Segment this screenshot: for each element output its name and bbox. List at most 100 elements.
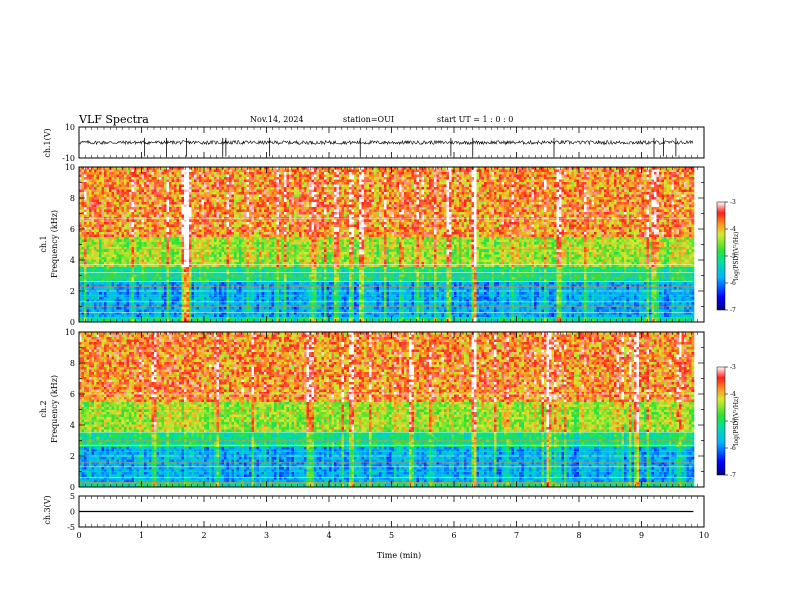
spec1-cell: [139, 252, 142, 255]
spec1-cell: [92, 172, 95, 175]
spec1-cell: [94, 205, 97, 208]
spec1-cell: [92, 227, 95, 230]
spec1-cell: [102, 205, 105, 208]
spec1-cell: [102, 210, 105, 213]
spec1-cell: [99, 287, 102, 290]
spec1-cell: [122, 175, 125, 178]
spec1-cell: [84, 305, 87, 308]
spec1-cell: [122, 192, 125, 195]
spec1-cell: [84, 315, 87, 318]
spec1-cell: [132, 202, 135, 205]
spec1-cell: [92, 237, 95, 240]
spec1-cell: [84, 307, 87, 310]
spec1-cell: [109, 232, 112, 235]
spec1-cell: [124, 200, 127, 203]
spec1-cell: [142, 187, 145, 190]
spec1-cell: [134, 302, 137, 305]
spec1-cell: [94, 207, 97, 210]
spec1-cell: [134, 200, 137, 203]
spec1-cell: [97, 260, 100, 263]
spec1-cell: [117, 302, 120, 305]
spec1-cell: [122, 212, 125, 215]
spec1-cell: [137, 172, 140, 175]
spec1-cell: [129, 277, 132, 280]
spec1-cell: [147, 215, 150, 218]
spec1-cell: [112, 252, 115, 255]
spec1-cell: [119, 230, 122, 233]
spec1-cell: [144, 307, 147, 310]
spec1-cell: [122, 240, 125, 243]
spec1-cell: [129, 245, 132, 248]
spec1-cell: [147, 235, 150, 238]
spec1-cell: [124, 220, 127, 223]
spec1-cell: [129, 180, 132, 183]
spec1-cell: [137, 240, 140, 243]
spec1-cell: [87, 315, 90, 318]
spec1-cell: [104, 235, 107, 238]
spec1-cell: [84, 277, 87, 280]
spec1-cell: [99, 232, 102, 235]
spec1-cell: [87, 205, 90, 208]
spec1-cell: [102, 227, 105, 230]
spec1-cell: [87, 225, 90, 228]
spec1-cell: [147, 285, 150, 288]
spec1-cell: [142, 252, 145, 255]
spec1-cell: [112, 237, 115, 240]
spec1-cell: [129, 177, 132, 180]
spec1-cell: [147, 202, 150, 205]
spec1-cell: [102, 270, 105, 273]
spec1-cell: [137, 307, 140, 310]
spec1-cell: [87, 252, 90, 255]
spec1-cell: [127, 225, 130, 228]
spec1-cell: [142, 205, 145, 208]
spec1-cell: [97, 250, 100, 253]
spec1-cell: [119, 175, 122, 178]
spec1-cell: [89, 195, 92, 198]
spec1-cell: [87, 255, 90, 258]
spec1-cell: [104, 195, 107, 198]
spec1-cell: [112, 205, 115, 208]
spec1-cell: [147, 227, 150, 230]
spec1-cell: [134, 282, 137, 285]
spec1-cell: [92, 212, 95, 215]
spec1-cell: [147, 307, 150, 310]
spec1-cell: [97, 270, 100, 273]
spec1-cell: [99, 205, 102, 208]
spec1-cell: [87, 245, 90, 248]
spec1-cell: [134, 307, 137, 310]
ch1-spectrogram-panel: 0246810: [65, 163, 704, 327]
spec1-cell: [114, 282, 117, 285]
spec1-cell: [99, 227, 102, 230]
spec1-cell: [122, 220, 125, 223]
spec1-cell: [114, 315, 117, 318]
spec1-cell: [97, 255, 100, 258]
spec1-cell: [87, 242, 90, 245]
spec1-cell: [89, 245, 92, 248]
spec1-cell: [89, 282, 92, 285]
spec1-cell: [109, 257, 112, 260]
spec1-cell: [89, 220, 92, 223]
spec1-cell: [112, 212, 115, 215]
spec1-cell: [84, 192, 87, 195]
spec1-cell: [117, 305, 120, 308]
spec1-cell: [142, 270, 145, 273]
spec1-cell: [94, 215, 97, 218]
spec1-cell: [124, 307, 127, 310]
spec1-cell: [139, 190, 142, 193]
spec1-cell: [124, 305, 127, 308]
spec1-cell: [144, 195, 147, 198]
spec1-cell: [97, 277, 100, 280]
spec1-cell: [114, 255, 117, 258]
spec1-cell: [117, 182, 120, 185]
spec1-cell: [139, 182, 142, 185]
spec1-cell: [144, 220, 147, 223]
spec1-cell: [104, 285, 107, 288]
spec1-cell: [92, 232, 95, 235]
spec1-cell: [87, 240, 90, 243]
spec1-cell: [104, 310, 107, 313]
spec1-cell: [139, 195, 142, 198]
spec1-cell: [89, 302, 92, 305]
spec1-cell: [119, 222, 122, 225]
spec1-cell: [122, 200, 125, 203]
spec1-cell: [89, 287, 92, 290]
